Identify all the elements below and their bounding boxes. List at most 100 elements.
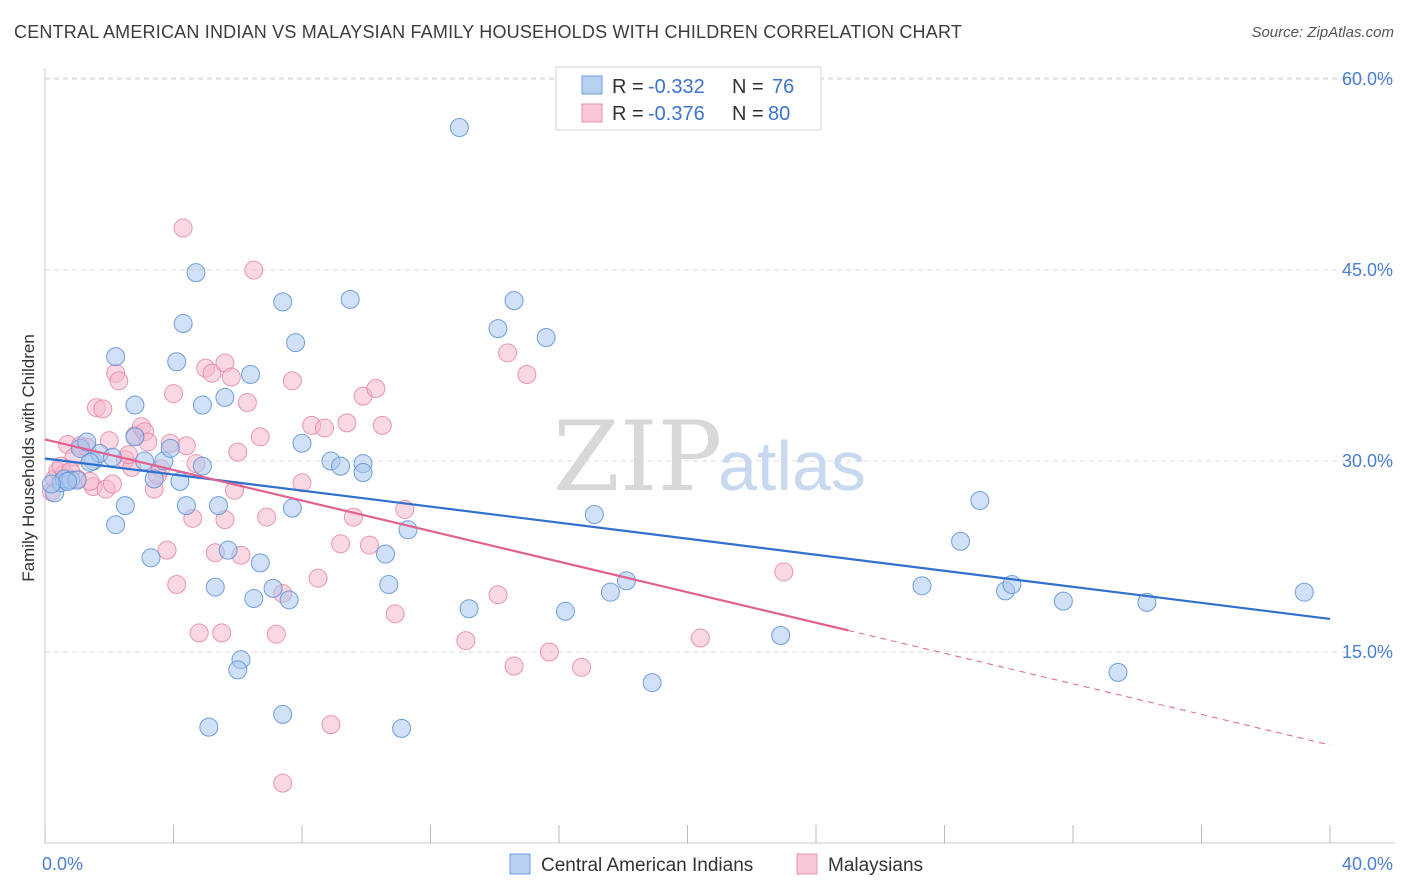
central-american-indians-point (555, 601, 575, 621)
central-american-indians-point (331, 456, 351, 476)
central-american-indians-point (771, 625, 791, 645)
malaysians-point (173, 218, 193, 238)
central-american-indians-point (273, 704, 293, 724)
malaysians-point (273, 773, 293, 793)
watermark-atlas: atlas (718, 427, 866, 505)
central-american-indians-point (250, 553, 270, 573)
legend-n-label: N = (732, 103, 764, 125)
central-american-indians-point (584, 505, 604, 525)
central-american-indians-point (106, 515, 126, 535)
central-american-indians-point (379, 575, 399, 595)
legend-n-label: N = (732, 76, 764, 98)
malaysians-trend-line (44, 438, 849, 632)
central-american-indians-point (279, 590, 299, 610)
central-american-indians-point (1137, 592, 1157, 612)
central-american-indians-point (241, 364, 261, 384)
central-american-indians-point (642, 673, 662, 693)
legend-swatch-blue (581, 75, 603, 95)
axes (44, 68, 1395, 844)
malaysians-point (456, 631, 476, 651)
central-american-indians-point (504, 291, 524, 311)
malaysians-point (372, 415, 392, 435)
central-american-indians-point (199, 717, 219, 737)
bottom-legend-swatch-blue (509, 853, 531, 875)
x-tick-labels: 0.0% 40.0% (42, 854, 1393, 874)
central-american-indians-point (106, 347, 126, 367)
malaysians-point (331, 534, 351, 554)
central-american-indians-point (600, 582, 620, 602)
bottom-legend-label: Central American Indians (541, 855, 753, 876)
malaysians-point (257, 507, 277, 527)
bottom-legend-swatch-pink (796, 853, 818, 875)
malaysians-point (539, 642, 559, 662)
y-tick-labels: 15.0% 30.0% 45.0% 60.0% (1342, 69, 1393, 662)
malaysians-point (221, 367, 241, 387)
central-american-indians-point (125, 427, 145, 447)
central-american-indians-point (951, 531, 971, 551)
source-credit: Source: ZipAtlas.com (1251, 24, 1394, 41)
malaysians-point (176, 436, 196, 456)
central-american-indians-point (1294, 582, 1314, 602)
malaysians-point (504, 656, 524, 676)
central-american-indians-point (1053, 591, 1073, 611)
legend-r-label: R = (612, 76, 644, 98)
x-tick-label: 0.0% (42, 854, 83, 874)
central-american-indians-point (160, 438, 180, 458)
top-legend: R = -0.332 N = 76 R = -0.376 N = 80 (555, 66, 822, 131)
trend-lines (44, 438, 1331, 746)
central-american-indians-point (186, 263, 206, 283)
malaysians-point (308, 568, 328, 588)
central-american-indians-point (353, 463, 373, 483)
central-american-indians-point (77, 432, 97, 452)
central-american-indians-point (115, 496, 135, 516)
central-american-indians-point (616, 571, 636, 591)
central-american-indians-point (125, 395, 145, 415)
malaysians-point (164, 384, 183, 404)
central-american-indians-point (244, 589, 264, 609)
central-american-indians-point (57, 471, 77, 491)
malaysians-point (774, 562, 794, 582)
central-american-indians-point (192, 395, 212, 415)
central-american-indians-point (215, 387, 235, 407)
malaysians-point (167, 575, 187, 595)
watermark: ZIP atlas (553, 401, 866, 513)
central-american-indians-point (218, 540, 238, 560)
malaysians-point (321, 715, 341, 735)
malaysians-point (314, 418, 334, 438)
malaysians-trend-line-dashed (848, 629, 1331, 746)
malaysians-point (244, 260, 264, 280)
y-tick-label: 60.0% (1342, 69, 1393, 89)
central-american-indians-point (167, 352, 187, 372)
central-american-indians-point (392, 718, 412, 738)
malaysians-point (202, 363, 222, 383)
central-american-indians-point (144, 469, 164, 489)
y-tick-label: 15.0% (1342, 642, 1393, 662)
malaysians-point (359, 535, 379, 555)
y-tick-label: 45.0% (1342, 260, 1393, 280)
central-american-indians-trend-line (44, 457, 1331, 621)
malaysians-point (498, 343, 518, 363)
central-american-indians-point (1108, 662, 1128, 682)
malaysians-point (337, 413, 357, 433)
bottom-legend-label: Malaysians (828, 855, 923, 876)
legend-n-value: 76 (772, 76, 794, 98)
central-american-indians-point (176, 496, 196, 516)
central-american-indians-point (205, 577, 225, 597)
malaysians-point (237, 392, 257, 412)
malaysians-point (571, 657, 591, 677)
central-american-indians-point (286, 333, 306, 353)
central-american-indians-point (292, 433, 312, 453)
malaysians-point (102, 474, 122, 494)
malaysians-point (266, 624, 286, 644)
y-tick-label: 30.0% (1342, 451, 1393, 471)
watermark-zip: ZIP (553, 401, 722, 513)
x-tick-label: 40.0% (1342, 854, 1393, 874)
chart-title: CENTRAL AMERICAN INDIAN VS MALAYSIAN FAM… (14, 22, 963, 42)
central-american-indians-point (459, 599, 479, 619)
central-american-indians-point (912, 576, 932, 596)
central-american-indians-point (536, 328, 556, 348)
legend-swatch-pink (581, 103, 603, 123)
central-american-indians-point (282, 498, 302, 518)
malaysians-point (157, 540, 177, 560)
legend-n-value: 80 (768, 103, 790, 125)
